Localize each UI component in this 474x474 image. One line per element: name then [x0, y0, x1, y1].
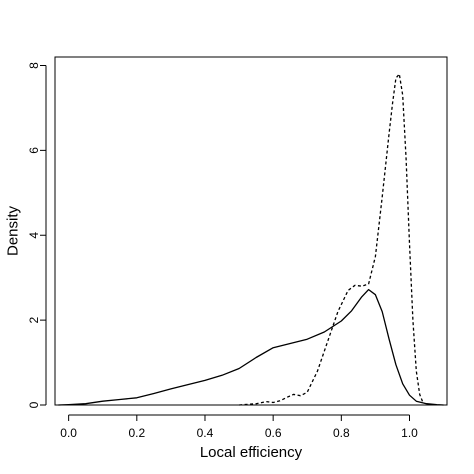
x-tick-label: 0.4 — [197, 426, 214, 440]
y-tick-label: 0 — [27, 401, 41, 408]
x-axis-title: Local efficiency — [200, 444, 303, 461]
y-tick-label: 6 — [27, 147, 41, 154]
y-axis: 0 2 4 6 8 — [27, 62, 47, 408]
y-tick-label: 2 — [27, 316, 41, 323]
x-axis: 0.0 0.2 0.4 0.6 0.8 1.0 — [60, 414, 418, 440]
x-tick-label: 0.8 — [333, 426, 350, 440]
x-tick-label: 0.6 — [265, 426, 282, 440]
x-tick-label: 0.0 — [60, 426, 77, 440]
y-tick-label: 8 — [27, 62, 41, 69]
solid-density-line — [58, 288, 444, 406]
y-axis-title: Density — [5, 205, 22, 256]
dashed-density-line — [239, 73, 424, 406]
series-layer — [58, 73, 444, 406]
y-tick-label: 4 — [27, 232, 41, 239]
x-tick-label: 0.2 — [128, 426, 145, 440]
x-tick-label: 1.0 — [401, 426, 418, 440]
plot-frame — [54, 56, 448, 406]
